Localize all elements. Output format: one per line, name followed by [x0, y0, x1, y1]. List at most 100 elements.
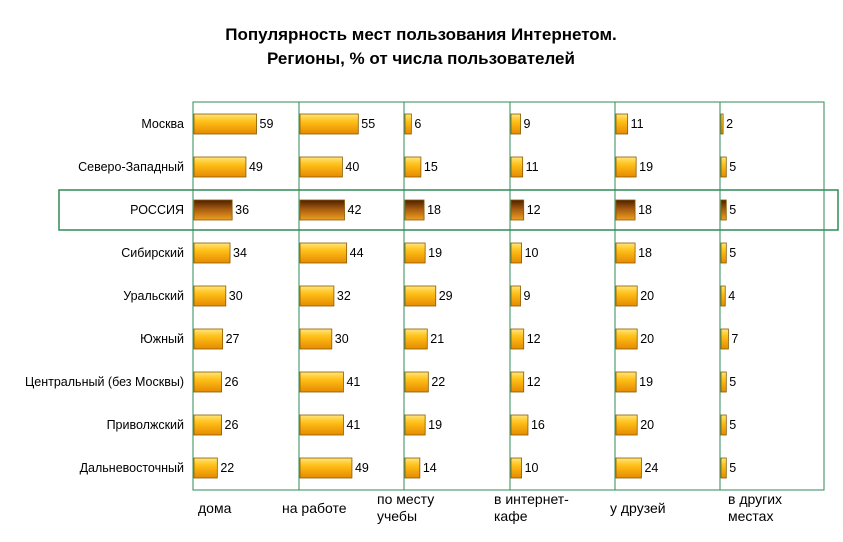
- bar: [720, 371, 727, 393]
- bar: [615, 242, 636, 264]
- bar: [193, 199, 233, 221]
- column-label: в интернет-: [494, 491, 569, 507]
- row-label: Южный: [140, 332, 184, 346]
- bar: [720, 414, 727, 436]
- value-label: 29: [439, 289, 453, 303]
- value-label: 14: [423, 461, 437, 475]
- bar: [720, 199, 727, 221]
- value-label: 11: [526, 160, 539, 174]
- bar: [404, 328, 428, 350]
- value-label: 12: [527, 332, 541, 346]
- chart-title-line-2: Регионы, % от числа пользователей: [267, 49, 575, 68]
- value-label: 41: [346, 375, 360, 389]
- bar: [193, 242, 231, 264]
- value-label: 42: [348, 203, 362, 217]
- column-label: кафе: [494, 508, 528, 524]
- column-label: дома: [198, 500, 232, 516]
- value-label: 19: [639, 375, 653, 389]
- bar: [299, 328, 333, 350]
- value-label: 34: [233, 246, 247, 260]
- bar: [510, 414, 529, 436]
- value-label: 49: [355, 461, 369, 475]
- bar: [720, 285, 726, 307]
- row-label: Уральский: [123, 289, 184, 303]
- bar: [299, 199, 345, 221]
- bar: [404, 457, 421, 479]
- value-label: 5: [729, 203, 736, 217]
- value-label: 5: [729, 160, 736, 174]
- bar: [404, 414, 426, 436]
- bar: [510, 199, 525, 221]
- bar: [404, 285, 437, 307]
- value-label: 11: [631, 117, 644, 131]
- bar: [615, 414, 638, 436]
- value-label: 26: [225, 375, 239, 389]
- bar: [510, 242, 523, 264]
- bar: [193, 371, 222, 393]
- value-label: 7: [731, 332, 738, 346]
- chart-title-line-1: Популярность мест пользования Интернетом…: [225, 25, 617, 44]
- value-label: 20: [640, 418, 654, 432]
- value-label: 12: [527, 375, 541, 389]
- value-label: 22: [431, 375, 445, 389]
- value-label: 24: [644, 461, 658, 475]
- row-label: Центральный (без Москвы): [25, 375, 184, 389]
- value-label: 18: [638, 203, 652, 217]
- bar: [510, 113, 521, 135]
- value-label: 40: [345, 160, 359, 174]
- bar: [193, 414, 222, 436]
- value-label: 18: [638, 246, 652, 260]
- value-label: 30: [229, 289, 243, 303]
- column-label: в других: [728, 491, 782, 507]
- bar: [193, 285, 227, 307]
- value-label: 5: [729, 246, 736, 260]
- value-label: 26: [225, 418, 239, 432]
- grid-lines: [192, 101, 825, 491]
- row-label: Сибирский: [121, 246, 184, 260]
- value-label: 27: [226, 332, 240, 346]
- row-label: Северо-Западный: [78, 160, 184, 174]
- value-label: 16: [531, 418, 545, 432]
- bar: [404, 371, 429, 393]
- value-label: 6: [414, 117, 421, 131]
- bar: [720, 156, 727, 178]
- bar: [404, 156, 422, 178]
- value-label: 59: [260, 117, 274, 131]
- bar: [510, 328, 525, 350]
- bar: [615, 457, 642, 479]
- bar: [193, 156, 247, 178]
- bar: [299, 242, 348, 264]
- bar: [510, 371, 525, 393]
- bar: [720, 113, 724, 135]
- value-label: 20: [640, 289, 654, 303]
- row-label: Дальневосточный: [80, 461, 184, 475]
- row-label: Москва: [141, 117, 184, 131]
- column-label: на работе: [282, 500, 347, 516]
- value-label: 2: [726, 117, 733, 131]
- value-label: 21: [430, 332, 444, 346]
- value-label: 55: [361, 117, 375, 131]
- bar: [404, 113, 412, 135]
- bar: [404, 242, 426, 264]
- column-label: по месту: [377, 491, 434, 507]
- value-label: 19: [428, 246, 442, 260]
- highlight-row-frame: [58, 189, 839, 231]
- bar: [510, 156, 524, 178]
- bar: [193, 328, 224, 350]
- bars: [193, 113, 729, 479]
- bar: [615, 199, 636, 221]
- grid-border: [192, 101, 825, 491]
- value-label: 19: [639, 160, 653, 174]
- value-label: 18: [427, 203, 441, 217]
- value-label: 36: [235, 203, 249, 217]
- row-labels: Москва Северо-Западный РОССИЯ Сибирский Урал…: [25, 117, 184, 475]
- value-label: 9: [524, 117, 531, 131]
- bar: [193, 457, 218, 479]
- value-labels: 5949363430272626225540424432304141496151…: [220, 117, 738, 475]
- bar: [404, 199, 425, 221]
- bar: [615, 285, 638, 307]
- bar: [615, 113, 629, 135]
- bar: [299, 285, 335, 307]
